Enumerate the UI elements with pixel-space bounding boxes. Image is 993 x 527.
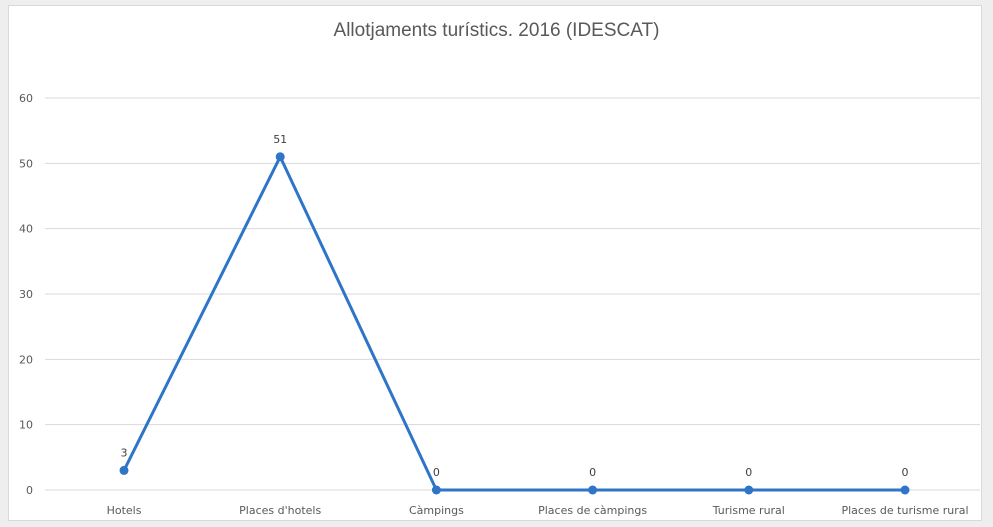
x-tick-label-1: Places d'hotels xyxy=(239,504,321,517)
data-label-1: 51 xyxy=(273,133,287,146)
data-label-4: 0 xyxy=(745,466,752,479)
chart-frame xyxy=(8,5,982,521)
data-point-0 xyxy=(119,465,129,475)
y-tick-label-60: 60 xyxy=(19,92,33,105)
data-point-1 xyxy=(275,152,285,162)
data-point-5 xyxy=(900,485,910,495)
data-point-4 xyxy=(744,485,754,495)
series-line-0 xyxy=(122,155,907,492)
x-tick-label-5: Places de turisme rural xyxy=(841,504,968,517)
y-tick-label-10: 10 xyxy=(19,419,33,432)
data-label-2: 0 xyxy=(433,466,440,479)
data-point-3 xyxy=(588,485,598,495)
y-tick-label-20: 20 xyxy=(19,353,33,366)
y-tick-label-40: 40 xyxy=(19,223,33,236)
data-label-5: 0 xyxy=(902,466,909,479)
x-tick-label-4: Turisme rural xyxy=(712,504,785,517)
x-tick-label-0: Hotels xyxy=(107,504,142,517)
data-label-3: 0 xyxy=(589,466,596,479)
y-tick-label-50: 50 xyxy=(19,157,33,170)
y-tick-label-30: 30 xyxy=(19,288,33,301)
data-point-2 xyxy=(431,485,441,495)
chart-title: Allotjaments turístics. 2016 (IDESCAT) xyxy=(333,20,660,41)
data-label-0: 3 xyxy=(121,446,128,459)
y-tick-label-0: 0 xyxy=(26,484,33,497)
x-tick-label-2: Càmpings xyxy=(409,504,464,517)
x-tick-label-3: Places de càmpings xyxy=(538,504,647,517)
